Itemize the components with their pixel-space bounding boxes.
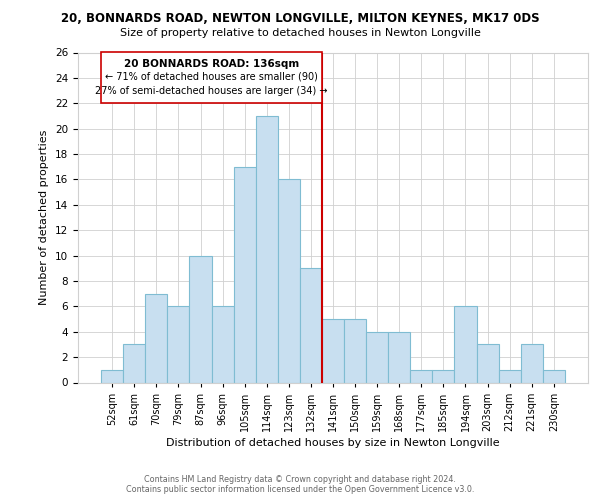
Bar <box>256 116 278 382</box>
Bar <box>123 344 145 383</box>
Bar <box>167 306 190 382</box>
Bar <box>476 344 499 383</box>
Text: Contains HM Land Registry data © Crown copyright and database right 2024.
Contai: Contains HM Land Registry data © Crown c… <box>126 474 474 494</box>
X-axis label: Distribution of detached houses by size in Newton Longville: Distribution of detached houses by size … <box>166 438 500 448</box>
Bar <box>454 306 476 382</box>
Bar <box>145 294 167 382</box>
Bar <box>344 319 366 382</box>
Bar <box>233 166 256 382</box>
Bar <box>499 370 521 382</box>
Y-axis label: Number of detached properties: Number of detached properties <box>40 130 49 305</box>
Text: Size of property relative to detached houses in Newton Longville: Size of property relative to detached ho… <box>119 28 481 38</box>
Text: ← 71% of detached houses are smaller (90): ← 71% of detached houses are smaller (90… <box>105 72 318 82</box>
Bar <box>212 306 233 382</box>
Bar <box>366 332 388 382</box>
Bar <box>410 370 433 382</box>
Bar <box>300 268 322 382</box>
Bar <box>388 332 410 382</box>
Bar <box>521 344 543 383</box>
Text: 20, BONNARDS ROAD, NEWTON LONGVILLE, MILTON KEYNES, MK17 0DS: 20, BONNARDS ROAD, NEWTON LONGVILLE, MIL… <box>61 12 539 26</box>
Bar <box>543 370 565 382</box>
Bar <box>101 370 123 382</box>
Bar <box>190 256 212 382</box>
Bar <box>278 180 300 382</box>
Text: 27% of semi-detached houses are larger (34) →: 27% of semi-detached houses are larger (… <box>95 86 328 96</box>
Bar <box>101 52 322 104</box>
Bar <box>322 319 344 382</box>
Text: 20 BONNARDS ROAD: 136sqm: 20 BONNARDS ROAD: 136sqm <box>124 59 299 69</box>
Bar <box>433 370 454 382</box>
